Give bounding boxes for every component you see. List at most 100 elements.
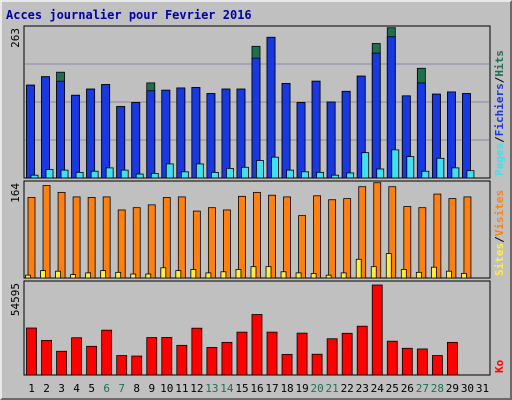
legend-separator: / <box>493 136 506 143</box>
bar-pages-day-2 <box>45 169 54 179</box>
bar-ko-day-6 <box>101 329 113 376</box>
bar-sites-day-1 <box>25 274 31 279</box>
legend-visites: Visites <box>493 190 506 236</box>
panel-2-legend: Sites/Visites <box>493 190 506 276</box>
bar-sites-day-16 <box>250 266 257 279</box>
bar-sites-day-6 <box>100 270 107 279</box>
bar-ko-day-17 <box>266 331 278 376</box>
bar-ko-day-12 <box>191 327 203 376</box>
bar-sites-day-28 <box>430 266 437 279</box>
bar-visites-day-18 <box>283 196 291 279</box>
panel-3-legend: Ko <box>493 359 506 373</box>
legend-separator: / <box>493 236 506 243</box>
bar-sites-day-17 <box>265 266 272 279</box>
bar-visites-day-25 <box>388 186 397 279</box>
bar-ko-day-4 <box>71 337 82 376</box>
bar-fichiers-day-26 <box>401 95 411 179</box>
bar-ko-day-15 <box>236 331 248 376</box>
x-label-day-14: 14 <box>220 382 234 395</box>
bar-visites-day-15 <box>238 195 246 279</box>
bar-fichiers-day-11 <box>176 87 186 179</box>
x-label-day-24: 24 <box>371 382 385 395</box>
bar-visites-day-9 <box>147 204 156 279</box>
legend-sites: Sites <box>493 243 506 276</box>
bar-visites-day-22 <box>343 198 352 279</box>
bar-fichiers-day-25 <box>386 36 396 179</box>
bar-ko-day-23 <box>356 325 368 376</box>
panel-2: 164 Sites/Visites <box>9 180 506 279</box>
bar-ko-day-29 <box>447 341 458 376</box>
bar-pages-day-6 <box>105 167 114 179</box>
bar-ko-day-28 <box>431 355 443 376</box>
bar-fichiers-day-20 <box>311 80 321 179</box>
bar-visites-day-20 <box>313 195 322 279</box>
x-label-day-28: 28 <box>431 382 444 395</box>
bar-pages-day-27 <box>421 170 430 179</box>
bar-visites-day-24 <box>373 182 382 279</box>
bar-visites-day-12 <box>192 210 201 279</box>
bar-pages-day-22 <box>346 172 355 179</box>
bar-pages-day-14 <box>226 168 234 179</box>
bar-visites-day-30 <box>463 196 472 279</box>
series-ko <box>26 284 458 376</box>
bar-sites-day-8 <box>130 273 137 279</box>
bar-visites-day-13 <box>207 207 216 279</box>
bar-fichiers-day-19 <box>296 102 306 179</box>
x-label-day-3: 3 <box>58 382 65 395</box>
bar-ko-day-19 <box>296 332 308 376</box>
bar-pages-day-10 <box>165 163 174 179</box>
x-label-day-16: 16 <box>250 382 263 395</box>
bar-ko-day-22 <box>341 332 353 376</box>
bar-fichiers-day-27 <box>416 82 426 179</box>
bar-pages-day-1 <box>30 174 39 179</box>
bar-sites-day-4 <box>70 274 76 279</box>
x-label-day-29: 29 <box>446 382 459 395</box>
x-axis-labels: 1 2 3 4 5 6 7 8 9 10 11 12 13 14 15 16 17 18 19 20 21 22 23 24 2… <box>28 382 489 395</box>
bar-visites-day-26 <box>403 206 412 279</box>
bar-ko-day-21 <box>326 338 338 376</box>
bar-pages-day-21 <box>331 174 340 179</box>
legend-text: Pages/Fichiers/Hits <box>493 50 506 176</box>
x-label-day-1: 1 <box>28 382 35 395</box>
bar-pages-day-13 <box>210 171 219 179</box>
bar-ko-day-24 <box>371 284 383 376</box>
bar-sites-day-29 <box>446 270 452 279</box>
x-label-day-8: 8 <box>133 382 140 395</box>
bar-ko-day-9 <box>146 337 158 376</box>
legend-text: Sites/Visites <box>493 190 506 276</box>
bar-fichiers-day-13 <box>206 93 216 179</box>
bar-pages-day-24 <box>376 168 385 179</box>
y-max-label: 54595 <box>9 283 22 316</box>
bar-visites-day-28 <box>433 193 442 279</box>
bar-ko-day-3 <box>56 350 67 376</box>
bar-visites-day-1 <box>27 197 36 279</box>
bar-ko-day-26 <box>401 347 413 376</box>
bar-pages-day-7 <box>120 169 129 179</box>
bar-visites-day-16 <box>253 191 261 279</box>
bar-ko-day-18 <box>281 353 293 376</box>
bar-fichiers-day-29 <box>447 91 456 179</box>
bar-ko-day-8 <box>131 355 143 376</box>
x-label-day-2: 2 <box>43 382 50 395</box>
bar-sites-day-12 <box>190 269 197 279</box>
bar-pages-day-9 <box>150 173 159 179</box>
bar-fichiers-day-3 <box>56 80 65 179</box>
bar-ko-day-7 <box>116 355 128 376</box>
bar-visites-day-4 <box>72 196 81 279</box>
bar-sites-day-5 <box>85 272 92 279</box>
bar-sites-day-26 <box>400 269 407 279</box>
series-fichiers <box>26 36 471 179</box>
bar-fichiers-day-9 <box>146 90 156 179</box>
legend-pages: Pages <box>493 143 506 176</box>
x-label-day-20: 20 <box>311 382 324 395</box>
x-label-day-22: 22 <box>341 382 354 395</box>
bar-pages-day-15 <box>241 166 249 179</box>
bar-fichiers-day-17 <box>266 36 276 179</box>
bar-ko-day-27 <box>416 348 428 376</box>
bar-fichiers-day-18 <box>281 83 291 179</box>
series-pages <box>30 149 475 179</box>
bar-visites-day-21 <box>328 199 337 279</box>
